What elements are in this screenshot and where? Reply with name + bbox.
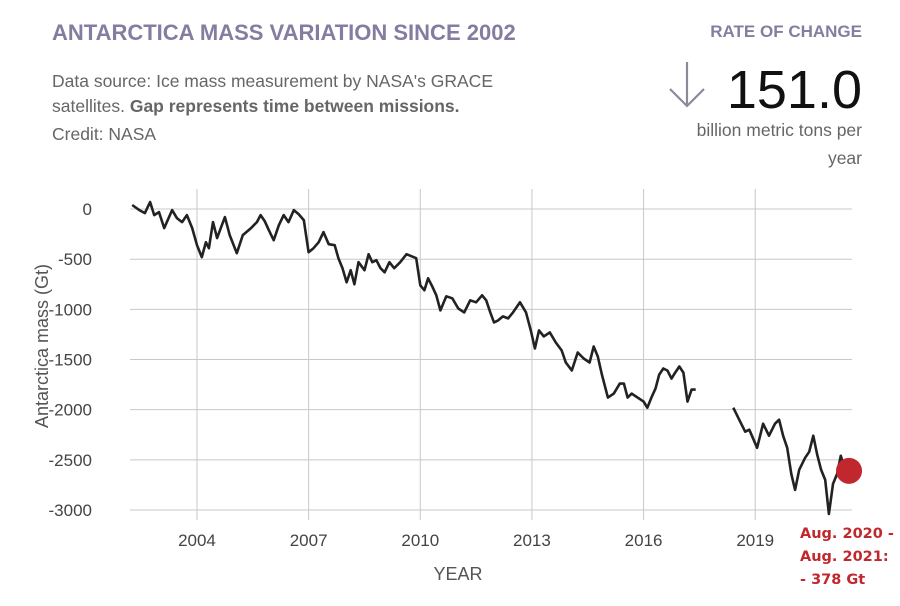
plot-area: 0 -500 -1000 -1500 -2000 -2500 -3000 2004 2007 20… bbox=[49, 189, 894, 588]
y-tick-label: -500 bbox=[58, 250, 92, 269]
x-tick-label: 2019 bbox=[736, 531, 774, 550]
x-tick-label: 2004 bbox=[178, 531, 216, 550]
x-tick-label: 2013 bbox=[513, 531, 551, 550]
subtitle: Data source: Ice mass measurement by NAS… bbox=[52, 71, 493, 91]
rate-value: 151.0 bbox=[727, 60, 862, 120]
highlight-point bbox=[836, 457, 863, 484]
down-arrow-icon bbox=[669, 62, 705, 108]
data-line bbox=[131, 200, 847, 516]
x-tick-label: 2010 bbox=[401, 531, 439, 550]
subtitle-bold: Gap represents time between missions. bbox=[130, 96, 460, 116]
y-tick-label: -2000 bbox=[49, 401, 92, 420]
y-tick-label: 0 bbox=[83, 200, 92, 219]
annotation: Aug. 2020 - bbox=[800, 526, 894, 542]
y-tick-label: -1000 bbox=[49, 300, 92, 319]
annotation: Aug. 2021: bbox=[800, 549, 889, 565]
chart-title: ANTARCTICA MASS VARIATION SINCE 2002 bbox=[52, 20, 516, 45]
annotation: - 378 Gt bbox=[800, 572, 865, 588]
y-axis-label: Antarctica mass (Gt) bbox=[32, 264, 52, 428]
y-tick-label: -2500 bbox=[49, 451, 92, 470]
x-axis-label: YEAR bbox=[433, 564, 482, 584]
credit: Credit: NASA bbox=[52, 124, 156, 144]
rate-unit: billion metric tons per bbox=[697, 120, 863, 140]
x-tick-label: 2016 bbox=[625, 531, 663, 550]
x-tick-label: 2007 bbox=[290, 531, 328, 550]
rate-unit: year bbox=[828, 148, 862, 168]
subtitle-cont: satellites. bbox=[52, 96, 125, 116]
y-tick-label: -1500 bbox=[49, 351, 92, 370]
rate-label: RATE OF CHANGE bbox=[710, 22, 862, 41]
y-tick-label: -3000 bbox=[49, 501, 92, 520]
subtitle-line: satellites. Gap represents time between … bbox=[52, 96, 460, 116]
